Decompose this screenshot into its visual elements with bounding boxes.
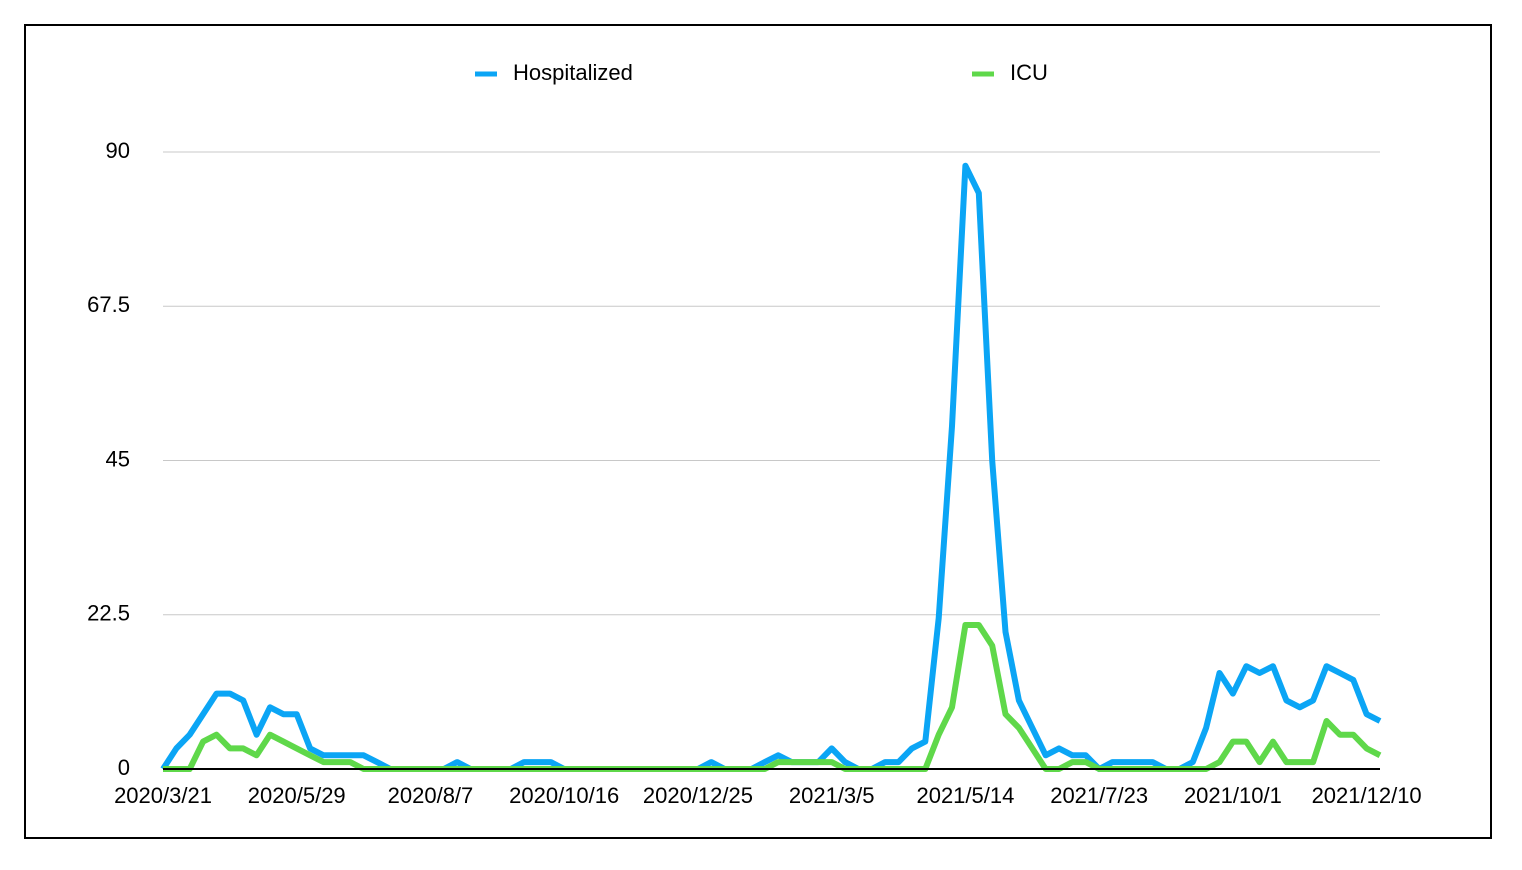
y-tick-label: 90 xyxy=(106,138,130,163)
legend-label: ICU xyxy=(1010,60,1048,85)
x-tick-label: 2021/5/14 xyxy=(916,783,1014,808)
x-tick-label: 2020/3/21 xyxy=(114,783,212,808)
chart-frame xyxy=(24,24,1492,839)
x-tick-label: 2021/10/1 xyxy=(1184,783,1282,808)
y-tick-label: 0 xyxy=(118,755,130,780)
y-tick-label: 67.5 xyxy=(87,292,130,317)
y-tick-label: 45 xyxy=(106,446,130,471)
x-tick-label: 2021/12/10 xyxy=(1312,783,1422,808)
x-tick-label: 2020/12/25 xyxy=(643,783,753,808)
y-tick-label: 22.5 xyxy=(87,601,130,626)
x-tick-label: 2020/10/16 xyxy=(509,783,619,808)
x-tick-label: 2021/7/23 xyxy=(1050,783,1148,808)
x-tick-label: 2020/5/29 xyxy=(248,783,346,808)
x-tick-label: 2020/8/7 xyxy=(388,783,474,808)
x-tick-label: 2021/3/5 xyxy=(789,783,875,808)
legend-label: Hospitalized xyxy=(513,60,633,85)
